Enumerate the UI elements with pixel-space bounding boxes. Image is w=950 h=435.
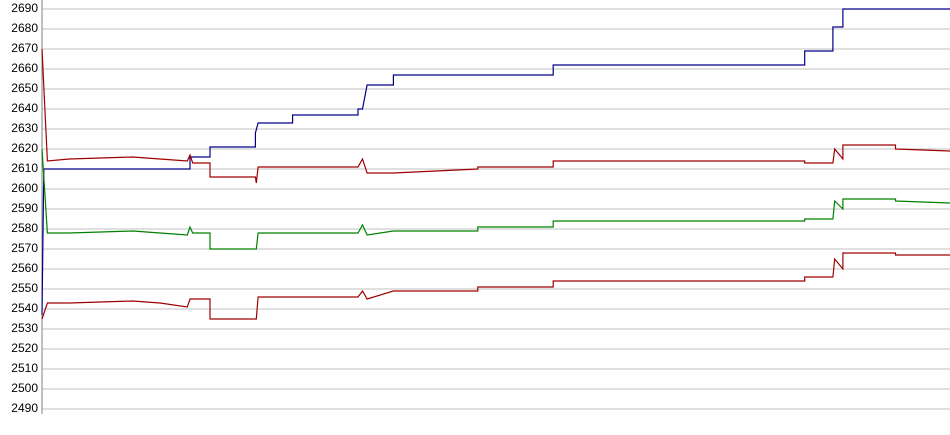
y-tick-label: 2650 (11, 81, 38, 95)
y-tick-label: 2540 (11, 301, 38, 315)
series-line (41, 252, 950, 320)
y-tick-label: 2690 (11, 1, 38, 15)
y-tick-label: 2600 (11, 181, 38, 195)
y-tick-label: 2530 (11, 321, 38, 335)
y-tick-label: 2630 (11, 121, 38, 135)
y-tick-label: 2520 (11, 341, 38, 355)
series-line (41, 148, 950, 250)
y-tick-label: 2580 (11, 221, 38, 235)
y-tick-label: 2590 (11, 201, 38, 215)
y-tick-label: 2680 (11, 21, 38, 35)
y-tick-label: 2550 (11, 281, 38, 295)
y-tick-label: 2660 (11, 61, 38, 75)
y-tick-label: 2500 (11, 381, 38, 395)
y-tick-label: 2490 (11, 401, 38, 415)
y-tick-label: 2510 (11, 361, 38, 375)
y-tick-label: 2560 (11, 261, 38, 275)
y-tick-label: 2620 (11, 141, 38, 155)
y-tick-label: 2670 (11, 41, 38, 55)
y-tick-label: 2640 (11, 101, 38, 115)
series-line (41, 48, 950, 184)
series-line (41, 8, 950, 316)
y-tick-label: 2570 (11, 241, 38, 255)
y-tick-label: 2610 (11, 161, 38, 175)
